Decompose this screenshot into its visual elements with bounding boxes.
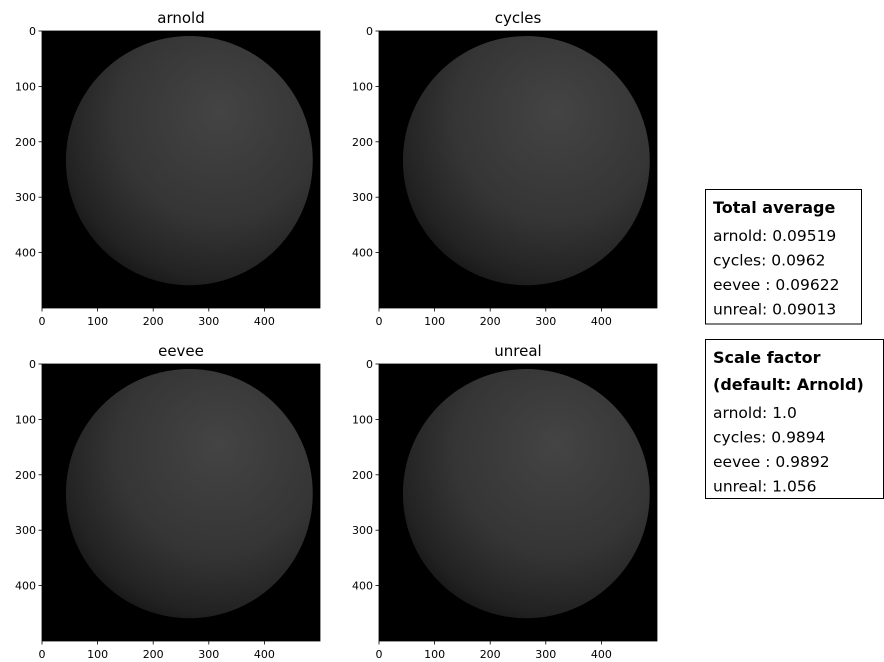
annotation-title: Scale factor — [713, 348, 821, 367]
annotation-line: cycles: 0.9894 — [713, 429, 826, 447]
sphere-render — [403, 36, 650, 285]
sphere-render — [403, 369, 650, 618]
y-tick-label: 200 — [15, 469, 36, 482]
y-tick-label: 200 — [352, 469, 373, 482]
y-tick-label: 400 — [15, 247, 36, 260]
annotation-line: eevee : 0.09622 — [713, 276, 840, 294]
annotation-line: unreal: 0.09013 — [713, 301, 836, 319]
y-tick-label: 100 — [15, 413, 36, 426]
y-tick-label: 300 — [15, 191, 36, 204]
x-tick-label: 400 — [591, 648, 612, 661]
y-tick-label: 0 — [366, 358, 373, 371]
x-tick-label: 200 — [480, 315, 501, 328]
annotation-title: Total average — [713, 198, 836, 217]
y-tick-label: 100 — [352, 80, 373, 93]
subplot-title: eevee — [158, 342, 204, 360]
y-tick-label: 0 — [366, 25, 373, 38]
x-tick-label: 300 — [535, 648, 556, 661]
x-tick-label: 100 — [424, 648, 445, 661]
y-tick-label: 300 — [352, 524, 373, 537]
x-tick-label: 300 — [198, 648, 219, 661]
sphere-render — [66, 369, 313, 618]
x-tick-label: 200 — [143, 648, 164, 661]
subplot-title: unreal — [494, 342, 541, 360]
annotation-line: eevee : 0.9892 — [713, 453, 830, 471]
annotation-line: arnold: 1.0 — [713, 404, 797, 422]
y-tick-label: 100 — [352, 413, 373, 426]
y-tick-label: 200 — [15, 136, 36, 149]
y-tick-label: 100 — [15, 80, 36, 93]
figure: arnold 0 100 200 300 400 0 100 200 300 400 cycles 0 1… — [0, 0, 884, 662]
x-tick-label: 400 — [254, 315, 275, 328]
x-tick-label: 400 — [254, 648, 275, 661]
subplot-title: arnold — [157, 9, 204, 27]
y-tick-label: 200 — [352, 136, 373, 149]
x-tick-label: 100 — [87, 648, 108, 661]
y-tick-label: 300 — [15, 524, 36, 537]
annotation-line: arnold: 0.09519 — [713, 227, 836, 245]
x-tick-label: 200 — [480, 648, 501, 661]
x-tick-label: 100 — [424, 315, 445, 328]
y-tick-label: 0 — [29, 25, 36, 38]
x-tick-label: 100 — [87, 315, 108, 328]
annotation-line: unreal: 1.056 — [713, 478, 817, 496]
y-tick-label: 300 — [352, 191, 373, 204]
y-tick-label: 0 — [29, 358, 36, 371]
x-tick-label: 400 — [591, 315, 612, 328]
x-tick-label: 300 — [535, 315, 556, 328]
annotation-line: cycles: 0.0962 — [713, 252, 826, 270]
x-tick-label: 200 — [143, 315, 164, 328]
y-tick-label: 400 — [15, 580, 36, 593]
sphere-render — [66, 36, 313, 285]
x-tick-label: 300 — [198, 315, 219, 328]
y-tick-label: 400 — [352, 247, 373, 260]
x-tick-label: 0 — [39, 315, 46, 328]
subplot-title: cycles — [495, 9, 542, 27]
x-tick-label: 0 — [376, 315, 383, 328]
x-tick-label: 0 — [39, 648, 46, 661]
y-tick-label: 400 — [352, 580, 373, 593]
x-tick-label: 0 — [376, 648, 383, 661]
annotation-title: (default: Arnold) — [713, 375, 864, 394]
